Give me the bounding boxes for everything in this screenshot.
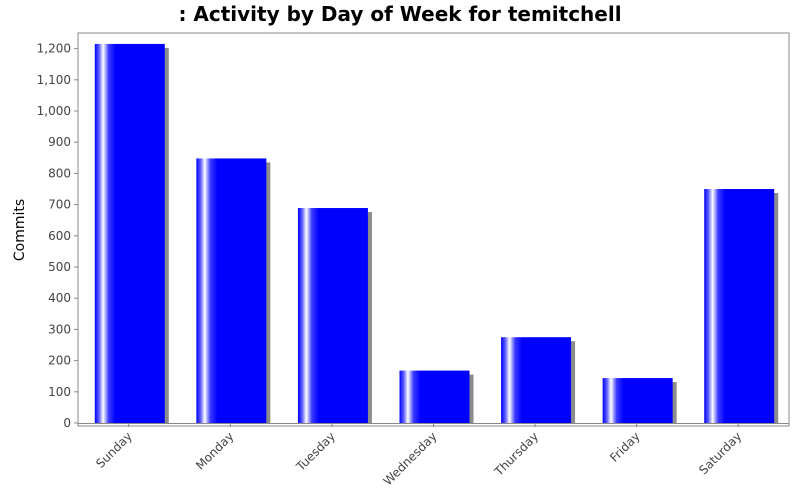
bar-saturday xyxy=(704,189,775,423)
y-tick-label: 700 xyxy=(48,198,71,212)
x-tick-label: Saturday xyxy=(696,429,744,477)
y-tick-label: 1,200 xyxy=(37,42,71,56)
y-axis-label: Commits xyxy=(12,199,28,261)
y-tick-label: 0 xyxy=(63,416,71,430)
x-axis: Sunday Monday Tuesday Wednesday Thursday Frid… xyxy=(78,423,789,488)
bar-monday xyxy=(196,158,267,423)
x-tick-label: Friday xyxy=(607,429,643,465)
y-tick-label: 900 xyxy=(48,135,71,149)
plot-area xyxy=(77,32,790,427)
bar-friday xyxy=(602,378,673,423)
y-tick-label: 500 xyxy=(48,260,71,274)
y-tick-label: 800 xyxy=(48,166,71,180)
x-tick-label: Monday xyxy=(193,429,236,472)
bars-group xyxy=(94,43,779,424)
x-tick-label: Wednesday xyxy=(381,429,440,488)
y-tick-label: 1,100 xyxy=(37,73,71,87)
y-tick-label: 600 xyxy=(48,229,71,243)
y-tick-label: 300 xyxy=(48,322,71,336)
y-tick-label: 400 xyxy=(48,291,71,305)
bar-sunday xyxy=(94,43,165,424)
y-tick-label: 1,000 xyxy=(37,104,71,118)
bar-thursday xyxy=(501,337,572,423)
y-tick-label: 100 xyxy=(48,385,71,399)
bar-tuesday xyxy=(297,208,368,423)
y-tick-label: 200 xyxy=(48,354,71,368)
y-axis: 0 100 200 300 400 500 600 700 800 900 1,000 1,100 1,… xyxy=(37,42,78,430)
x-tick-label: Sunday xyxy=(93,429,135,471)
x-tick-label: Tuesday xyxy=(293,429,338,474)
x-tick-label: Thursday xyxy=(491,429,541,479)
bar-wednesday xyxy=(399,370,470,423)
chart-title: : Activity by Day of Week for temitchell xyxy=(178,2,622,26)
